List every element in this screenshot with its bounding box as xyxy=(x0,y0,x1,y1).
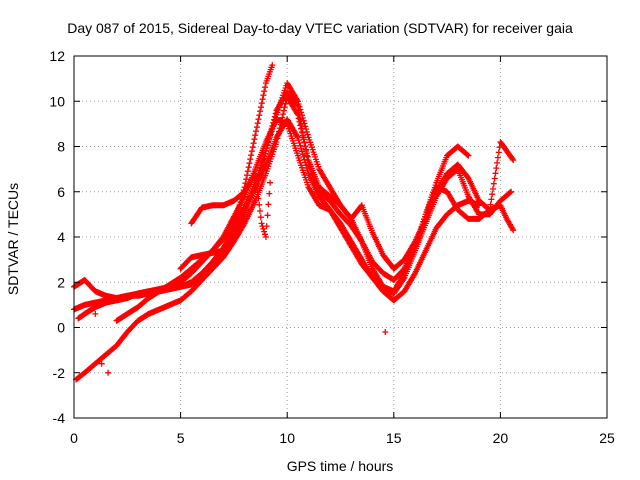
series-satellite-track-F xyxy=(177,80,517,272)
y-tick-label: 4 xyxy=(57,229,65,245)
y-tick-label: 8 xyxy=(57,139,65,155)
axis-ticks: 0 5 10 15 20 25 -4 -2 0 2 4 6 8 10 12 xyxy=(49,48,615,446)
data-points xyxy=(71,62,517,383)
y-tick-label: 2 xyxy=(57,274,65,290)
x-axis-label: GPS time / hours xyxy=(287,458,394,474)
data-point-markers xyxy=(92,310,389,376)
y-tick-label: 12 xyxy=(49,48,65,64)
x-tick-label: 5 xyxy=(177,430,185,446)
y-tick-label: -4 xyxy=(53,410,66,426)
grid-lines xyxy=(74,56,607,418)
y-tick-label: 0 xyxy=(57,320,65,336)
y-tick-label: 6 xyxy=(57,184,65,200)
series-satellite-track-H xyxy=(92,310,389,376)
y-tick-label: -2 xyxy=(53,365,66,381)
data-point-markers xyxy=(188,170,274,240)
x-tick-label: 10 xyxy=(279,430,295,446)
series-satellite-track-G xyxy=(188,170,274,240)
y-tick-label: 10 xyxy=(49,93,65,109)
data-point-markers xyxy=(177,80,517,272)
x-tick-label: 0 xyxy=(70,430,78,446)
chart-title: Day 087 of 2015, Sidereal Day-to-day VTE… xyxy=(67,20,573,36)
x-tick-label: 20 xyxy=(493,430,509,446)
y-axis-label: SDTVAR / TECUs xyxy=(5,183,21,295)
x-tick-label: 25 xyxy=(599,430,615,446)
x-tick-label: 15 xyxy=(386,430,402,446)
